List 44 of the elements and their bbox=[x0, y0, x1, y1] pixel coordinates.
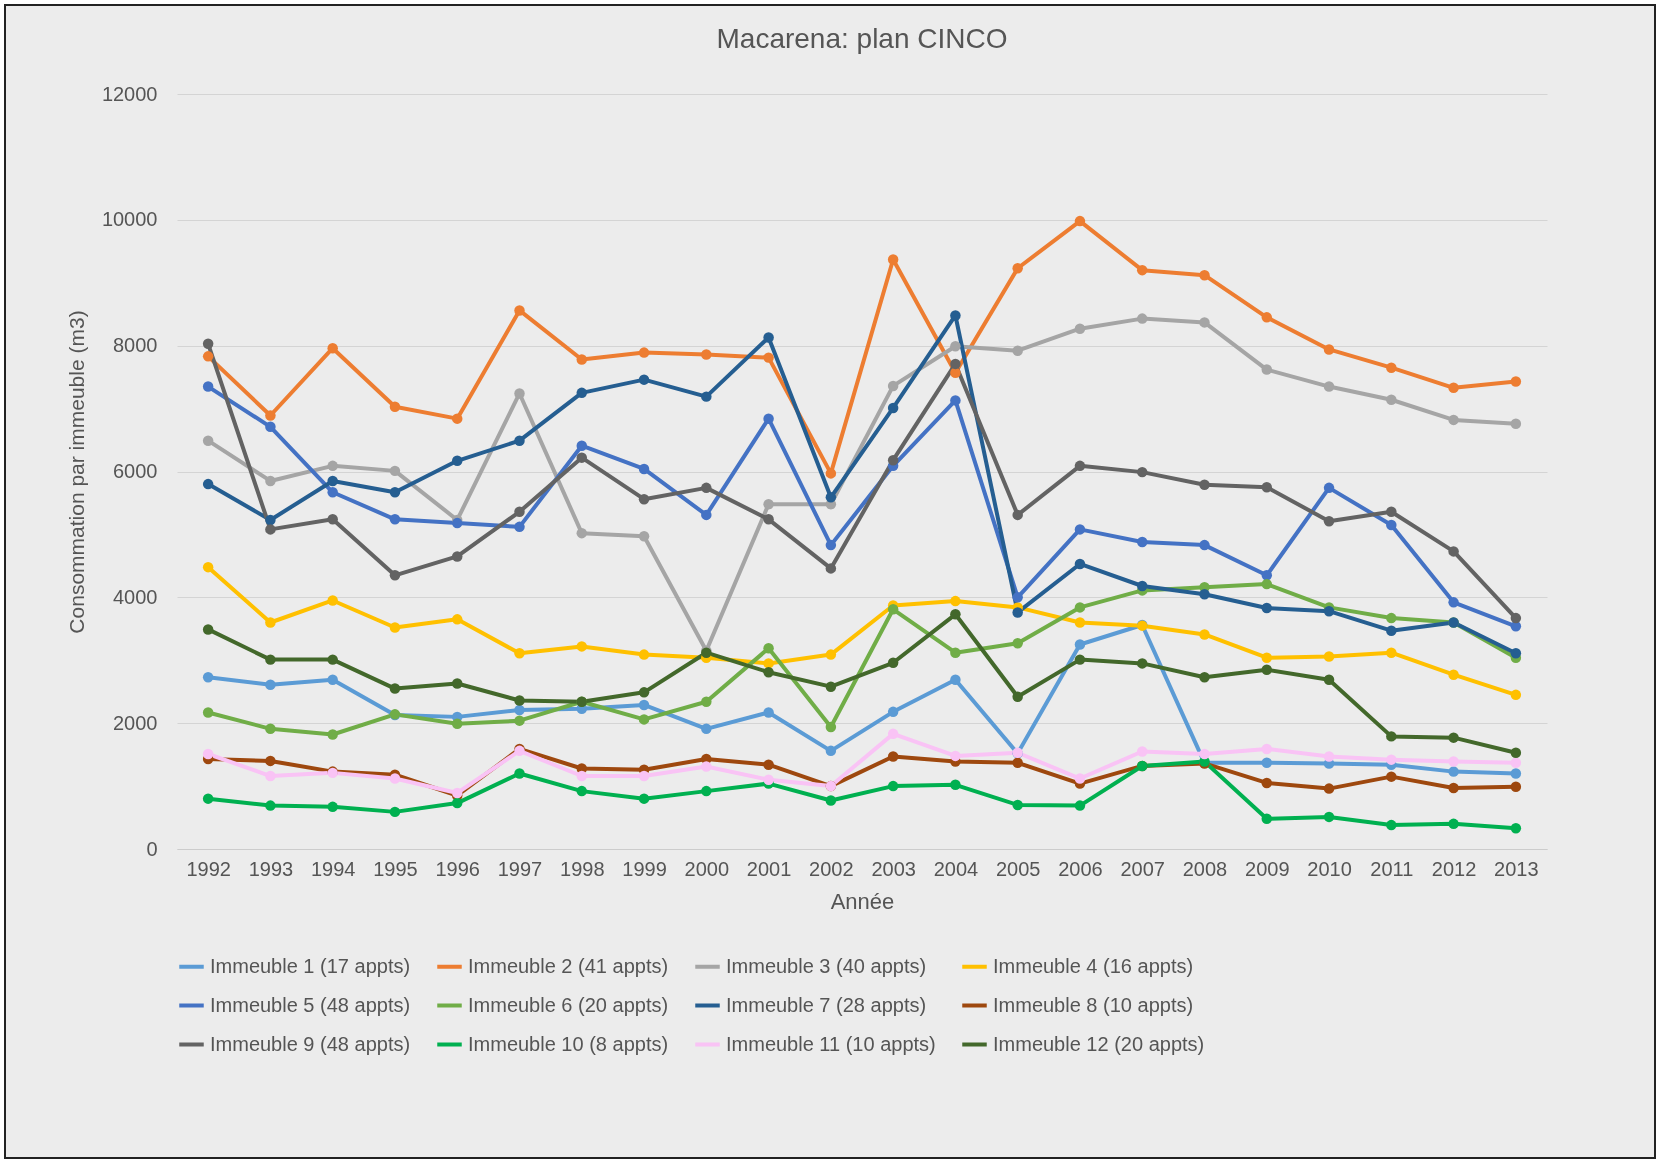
legend-label: Immeuble 8 (10 appts) bbox=[993, 993, 1194, 1016]
y-tick-label: 6000 bbox=[113, 460, 158, 482]
y-tick-label: 8000 bbox=[113, 334, 158, 357]
x-tick-label: 2000 bbox=[684, 857, 730, 880]
x-tick-label: 1997 bbox=[497, 857, 543, 880]
chart-title: Macarena: plan CINCO bbox=[716, 23, 1008, 54]
x-tick-label: 1992 bbox=[186, 857, 231, 880]
legend-label: Immeuble 7 (28 appts) bbox=[726, 993, 927, 1016]
y-tick-label: 12000 bbox=[101, 82, 158, 105]
legend-label: Immeuble 10 (8 appts) bbox=[468, 1032, 669, 1055]
x-tick-label: 2003 bbox=[871, 857, 916, 880]
x-tick-label: 2009 bbox=[1245, 857, 1290, 880]
x-tick-label: 1994 bbox=[310, 857, 356, 880]
x-tick-label: 2005 bbox=[995, 857, 1041, 880]
legend-label: Immeuble 9 (48 appts) bbox=[210, 1032, 411, 1055]
legend-label: Immeuble 11 (10 appts) bbox=[726, 1032, 936, 1055]
y-axis-title: Consommation par immeuble (m3) bbox=[64, 310, 88, 634]
y-tick-label: 0 bbox=[146, 837, 158, 860]
x-tick-label: 2006 bbox=[1058, 857, 1103, 880]
legend-label: Immeuble 6 (20 appts) bbox=[468, 993, 669, 1016]
x-tick-label: 1993 bbox=[248, 857, 294, 880]
x-tick-label: 2008 bbox=[1182, 857, 1228, 880]
x-tick-label: 1996 bbox=[435, 857, 480, 880]
x-tick-label: 2007 bbox=[1120, 857, 1165, 880]
legend-label: Immeuble 4 (16 appts) bbox=[993, 954, 1194, 977]
x-axis-title: Année bbox=[830, 888, 895, 914]
x-tick-label: 2001 bbox=[746, 857, 792, 880]
x-tick-label: 2013 bbox=[1494, 857, 1539, 880]
legend-label: Immeuble 5 (48 appts) bbox=[210, 993, 411, 1016]
x-tick-label: 1998 bbox=[560, 857, 605, 880]
y-tick-label: 10000 bbox=[101, 208, 158, 231]
legend-label: Immeuble 12 (20 appts) bbox=[993, 1032, 1205, 1055]
x-tick-label: 2010 bbox=[1307, 857, 1352, 880]
y-tick-label: 2000 bbox=[113, 711, 158, 734]
legend-label: Immeuble 3 (40 appts) bbox=[726, 954, 927, 977]
x-tick-label: 2004 bbox=[933, 857, 979, 880]
x-tick-label: 1999 bbox=[622, 857, 667, 880]
legend-label: Immeuble 2 (41 appts) bbox=[468, 954, 669, 977]
legend-label: Immeuble 1 (17 appts) bbox=[210, 954, 411, 977]
y-tick-label: 4000 bbox=[113, 585, 158, 608]
x-tick-label: 2012 bbox=[1431, 857, 1477, 880]
x-tick-label: 1995 bbox=[373, 857, 418, 880]
x-tick-label: 2002 bbox=[809, 857, 854, 880]
x-tick-label: 2011 bbox=[1370, 857, 1414, 880]
